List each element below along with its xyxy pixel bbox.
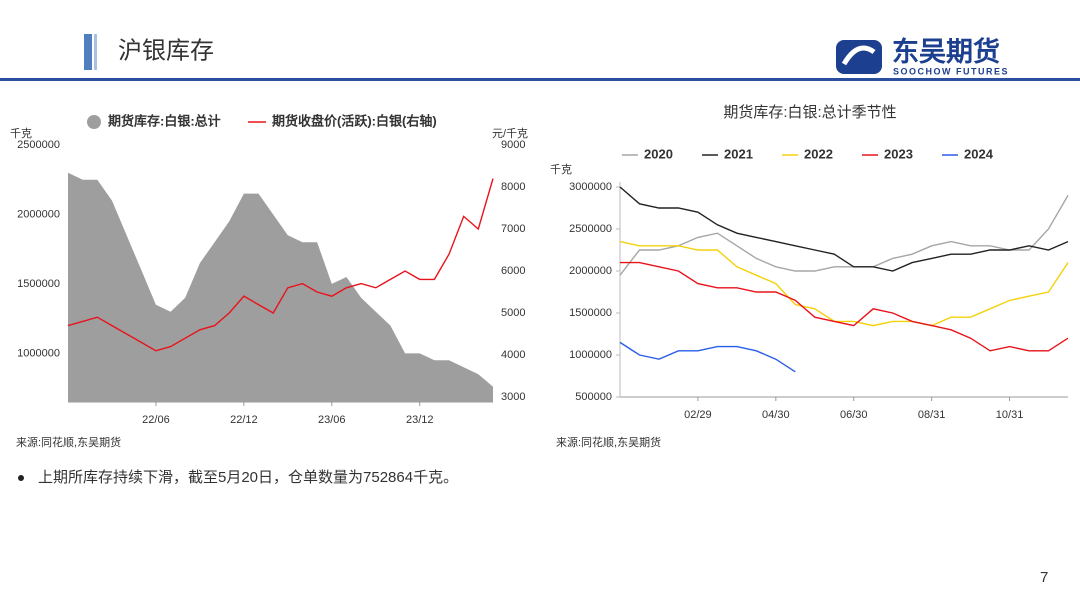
legend-swatch — [87, 115, 101, 129]
series-line — [620, 261, 1069, 352]
legend-label: 2023 — [884, 146, 913, 161]
legend-label: 2021 — [724, 146, 753, 161]
logo-swirl — [841, 45, 876, 66]
y-tick-label: 2500000 — [569, 223, 612, 235]
series-line — [619, 240, 1069, 327]
logo-sub: SOOCHOW FUTURES — [893, 66, 1009, 76]
logo: 东吴期货 SOOCHOW FUTURES — [836, 36, 1009, 76]
y2-tick-label: 6000 — [501, 265, 525, 277]
y-tick-label: 3000000 — [569, 181, 612, 193]
y2-unit: 元/千克 — [492, 127, 528, 140]
source: 来源:同花顺,东吴期货 — [16, 435, 121, 449]
y-tick-label: 2000000 — [569, 265, 612, 277]
y-tick-label: 1500000 — [17, 278, 60, 290]
y-tick-label: 500000 — [575, 391, 612, 403]
y2-tick-label: 7000 — [501, 223, 525, 235]
legend-label: 2022 — [804, 146, 833, 161]
y-unit: 千克 — [550, 163, 572, 176]
y2-tick-label: 9000 — [501, 139, 525, 151]
y-unit: 千克 — [10, 127, 32, 140]
series-line — [619, 186, 1069, 272]
y2-tick-label: 4000 — [501, 349, 525, 361]
header-rule — [0, 78, 1080, 81]
logo-text: 东吴期货 — [892, 36, 1000, 67]
y-tick-label: 2500000 — [17, 139, 60, 151]
y-tick-label: 1000000 — [17, 347, 60, 359]
y2-tick-label: 5000 — [501, 307, 525, 319]
page-title: 沪银库存 — [118, 37, 214, 64]
source: 来源:同花顺,东吴期货 — [556, 435, 661, 449]
y-tick-label: 1500000 — [569, 307, 612, 319]
x-tick-label: 04/30 — [762, 409, 790, 421]
bullet-dot — [18, 475, 24, 481]
x-tick-label: 10/31 — [996, 409, 1024, 421]
x-tick-label: 22/12 — [230, 414, 258, 426]
legend-label: 2024 — [964, 146, 994, 161]
legend-label: 期货收盘价(活跃):白银(右轴) — [272, 113, 437, 128]
series-line — [619, 341, 796, 373]
title-icon — [84, 34, 92, 70]
series-line — [67, 178, 494, 352]
y2-tick-label: 8000 — [501, 181, 525, 193]
y-tick-label: 2000000 — [17, 208, 60, 220]
x-tick-label: 08/31 — [918, 409, 946, 421]
title-icon — [94, 34, 97, 70]
x-tick-label: 22/06 — [142, 414, 170, 426]
bullet-text: 上期所库存持续下滑，截至5月20日，仓单数量为752864千克。 — [38, 469, 458, 486]
y-tick-label: 1000000 — [569, 349, 612, 361]
x-tick-label: 02/29 — [684, 409, 712, 421]
series-area — [68, 172, 493, 402]
page-number: 7 — [1040, 569, 1048, 586]
x-tick-label: 06/30 — [840, 409, 868, 421]
legend-label: 2020 — [644, 146, 673, 161]
series-line — [619, 195, 1069, 276]
chart-title: 期货库存:白银:总计季节性 — [723, 104, 896, 121]
logo-mark — [836, 40, 882, 74]
x-tick-label: 23/06 — [318, 414, 346, 426]
x-tick-label: 23/12 — [406, 414, 434, 426]
legend-label: 期货库存:白银:总计 — [108, 113, 221, 128]
y2-tick-label: 3000 — [501, 391, 525, 403]
